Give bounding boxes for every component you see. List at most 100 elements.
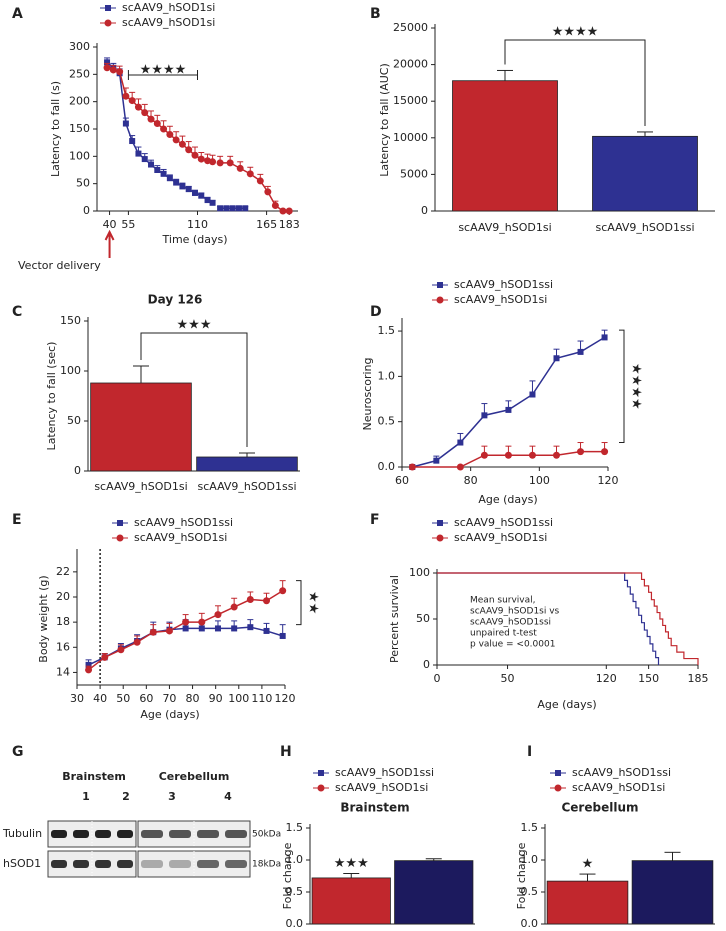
data-point bbox=[134, 103, 142, 111]
legend-marker bbox=[436, 534, 444, 542]
y-tick-label: 1.5 bbox=[286, 821, 304, 834]
x-axis-label: Time (days) bbox=[162, 233, 228, 246]
chart-title: Cerebellum bbox=[561, 801, 638, 815]
row-label: Tubulin bbox=[2, 827, 42, 840]
blot-band bbox=[197, 860, 219, 868]
y-tick-label: 300 bbox=[69, 40, 90, 53]
legend-label: scAAV9_hSOD1si bbox=[454, 293, 547, 306]
data-point bbox=[408, 463, 416, 471]
panel-letter: A bbox=[12, 6, 23, 22]
legend-label: scAAV9_hSOD1si bbox=[134, 531, 227, 544]
data-point bbox=[204, 197, 211, 204]
data-point bbox=[117, 646, 125, 654]
data-point bbox=[85, 666, 93, 674]
data-point bbox=[235, 205, 242, 212]
y-tick-label: 1.0 bbox=[286, 853, 304, 866]
data-point bbox=[185, 186, 192, 193]
data-point bbox=[129, 138, 136, 145]
blot-band bbox=[225, 830, 247, 838]
data-point bbox=[279, 632, 286, 639]
data-point bbox=[103, 64, 111, 72]
y-tick-label: 25000 bbox=[393, 21, 428, 34]
x-tick-label: scAAV9_hSOD1ssi bbox=[595, 221, 694, 234]
panel-letter: E bbox=[12, 512, 22, 528]
y-tick-label: 15000 bbox=[393, 94, 428, 107]
annotation: scAAV9_hSOD1ssi bbox=[470, 618, 551, 628]
y-tick-label: 100 bbox=[60, 364, 81, 377]
blot-band bbox=[51, 830, 67, 838]
bar bbox=[631, 860, 714, 925]
region-label: Cerebellum bbox=[159, 770, 230, 783]
series-line bbox=[88, 626, 283, 666]
legend-label: scAAV9_hSOD1si bbox=[335, 781, 428, 794]
blot-band bbox=[169, 830, 191, 838]
blot-band bbox=[95, 860, 111, 868]
significance: ★ bbox=[582, 857, 594, 872]
data-point bbox=[285, 207, 293, 215]
legend-label: scAAV9_hSOD1ssi bbox=[134, 516, 233, 529]
y-tick-label: 0.5 bbox=[521, 885, 539, 898]
data-point bbox=[263, 627, 270, 634]
lane-label: 1 bbox=[82, 790, 90, 803]
data-point bbox=[263, 597, 271, 605]
data-point bbox=[197, 155, 205, 163]
data-point bbox=[149, 628, 157, 636]
blot-band bbox=[51, 860, 67, 868]
x-tick-label: 120 bbox=[598, 474, 619, 487]
annotation: Mean survival, bbox=[470, 596, 536, 606]
data-point bbox=[172, 136, 180, 144]
y-tick-label: 5000 bbox=[400, 167, 428, 180]
x-tick-label: 30 bbox=[70, 692, 84, 705]
data-point bbox=[226, 159, 234, 167]
significance-bracket bbox=[296, 580, 302, 626]
data-point bbox=[166, 130, 174, 138]
significance-bracket bbox=[619, 329, 625, 444]
data-point bbox=[246, 170, 254, 178]
x-tick-label: 120 bbox=[596, 672, 617, 685]
data-point bbox=[165, 627, 173, 635]
data-point bbox=[256, 177, 264, 185]
survival-curve bbox=[437, 572, 699, 665]
blot-band bbox=[73, 830, 89, 838]
y-tick-label: 0 bbox=[423, 658, 430, 671]
y-tick-label: 0 bbox=[421, 204, 428, 217]
bar bbox=[592, 135, 698, 212]
data-point bbox=[209, 199, 216, 206]
x-tick-label: 100 bbox=[529, 474, 550, 487]
legend-label: scAAV9_hSOD1si bbox=[454, 531, 547, 544]
panel-letter: D bbox=[370, 304, 382, 320]
arrow bbox=[104, 229, 115, 258]
data-point bbox=[116, 68, 124, 76]
y-axis-label: Percent survival bbox=[388, 575, 401, 663]
y-tick-label: 100 bbox=[409, 566, 430, 579]
y-tick-label: 1.0 bbox=[521, 853, 539, 866]
x-tick-label: scAAV9_hSOD1ssi bbox=[197, 480, 296, 493]
legend-marker bbox=[555, 770, 561, 776]
data-point bbox=[160, 170, 167, 177]
panel-letter: C bbox=[12, 304, 22, 320]
y-tick-label: 0.5 bbox=[286, 885, 304, 898]
data-point bbox=[216, 159, 224, 167]
x-tick-label: 55 bbox=[121, 218, 135, 231]
legend-marker bbox=[105, 5, 111, 11]
significance: ★★★★ bbox=[552, 25, 599, 40]
data-point bbox=[153, 120, 161, 128]
y-tick-label: 0.0 bbox=[286, 917, 304, 930]
panel-letter: G bbox=[12, 744, 24, 760]
data-point bbox=[529, 391, 536, 398]
y-tick-label: 14 bbox=[56, 665, 70, 678]
data-point bbox=[198, 618, 206, 626]
x-tick-label: 90 bbox=[209, 692, 223, 705]
legend-marker bbox=[318, 770, 324, 776]
y-axis-label: Latency to fall (AUC) bbox=[378, 63, 391, 177]
x-tick-label: 40 bbox=[103, 218, 117, 231]
y-tick-label: 20 bbox=[56, 590, 70, 603]
blot-band bbox=[117, 860, 133, 868]
legend-marker bbox=[437, 282, 443, 288]
x-tick-label: 185 bbox=[688, 672, 709, 685]
data-point bbox=[457, 439, 464, 446]
x-tick-label: 70 bbox=[162, 692, 176, 705]
data-point bbox=[166, 175, 173, 182]
y-tick-label: 50 bbox=[76, 177, 90, 190]
blot-band bbox=[73, 860, 89, 868]
